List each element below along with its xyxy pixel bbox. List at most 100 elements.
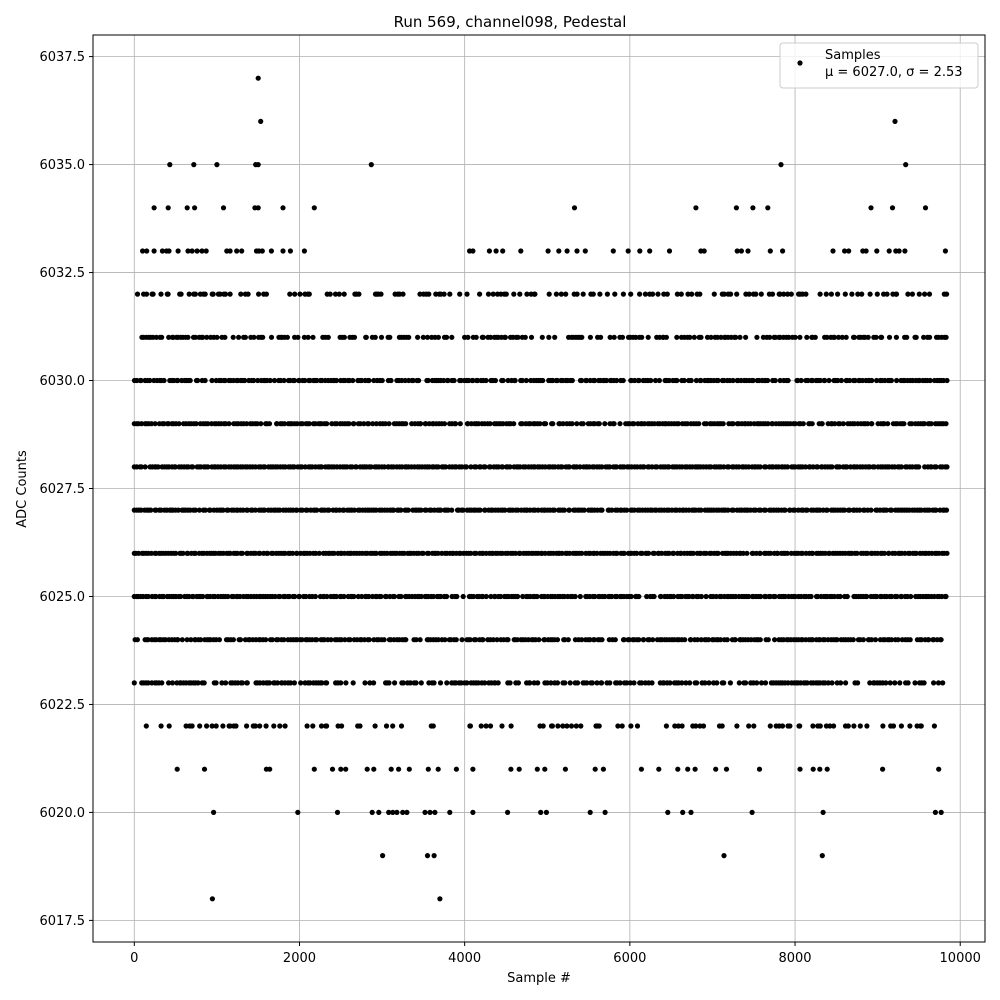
data-point (888, 637, 895, 643)
data-point (696, 421, 702, 427)
data-point (872, 637, 879, 643)
data-point (750, 377, 756, 384)
data-point (909, 421, 915, 427)
data-point (560, 723, 566, 729)
data-point (453, 637, 459, 643)
data-point (505, 637, 511, 643)
data-point (723, 766, 730, 772)
data-point (758, 507, 764, 513)
data-point (767, 334, 773, 340)
data-point (642, 291, 649, 297)
data-point (259, 248, 265, 254)
data-point (205, 421, 211, 427)
data-point (148, 421, 155, 427)
data-point (281, 377, 287, 384)
data-point (922, 205, 929, 211)
data-point (213, 680, 219, 686)
data-point (886, 334, 893, 340)
data-point (350, 377, 356, 384)
data-point (507, 680, 513, 686)
data-point (693, 205, 699, 211)
data-point (159, 248, 165, 254)
data-point (784, 550, 790, 556)
data-point (373, 421, 379, 427)
data-point (746, 291, 752, 297)
data-point (195, 680, 201, 686)
data-point (804, 680, 810, 686)
data-point (873, 334, 879, 340)
data-point (336, 291, 342, 297)
data-point (571, 205, 578, 211)
data-point (418, 507, 424, 513)
data-point (554, 637, 561, 643)
data-point (490, 291, 496, 297)
data-point (804, 507, 810, 513)
data-point (607, 464, 613, 470)
data-point (338, 680, 344, 686)
data-point (933, 464, 939, 470)
data-point (515, 334, 521, 340)
data-point (639, 334, 645, 340)
data-point (166, 723, 172, 729)
data-point (675, 766, 681, 772)
data-point (916, 291, 922, 297)
data-point (883, 507, 890, 513)
data-point (142, 464, 148, 470)
data-point (631, 680, 637, 686)
data-point (594, 680, 600, 686)
data-point (271, 377, 278, 384)
data-point (926, 637, 932, 643)
data-point (907, 723, 913, 729)
data-point (220, 723, 226, 729)
data-point (800, 421, 806, 427)
data-point (420, 334, 426, 340)
data-point (850, 637, 856, 643)
data-point (578, 723, 584, 729)
data-point (532, 291, 538, 297)
data-point (903, 162, 909, 168)
data-point (767, 723, 773, 729)
data-point (225, 507, 231, 513)
data-point (817, 766, 823, 772)
data-point (792, 334, 798, 340)
data-point (449, 507, 455, 513)
data-point (852, 377, 858, 384)
data-point (244, 421, 250, 427)
data-point (724, 637, 730, 643)
data-point (944, 464, 950, 470)
data-point (431, 680, 437, 686)
data-point (245, 291, 251, 297)
data-point (685, 291, 691, 297)
data-point (835, 291, 841, 297)
data-point (885, 421, 891, 427)
data-point (470, 377, 476, 384)
data-point (520, 593, 526, 600)
data-point (514, 637, 520, 643)
data-point (703, 593, 709, 600)
data-point (503, 291, 509, 297)
data-point (679, 680, 685, 686)
data-point (577, 593, 583, 600)
data-point (841, 507, 848, 513)
data-point (688, 809, 694, 816)
data-point (851, 334, 858, 340)
data-point (921, 680, 927, 686)
data-point (679, 723, 685, 729)
data-point (271, 723, 277, 729)
data-point (944, 377, 950, 384)
data-point (590, 291, 596, 297)
data-point (483, 723, 489, 729)
data-point (502, 334, 508, 340)
data-point (758, 593, 764, 600)
data-point (192, 291, 198, 297)
data-point (732, 637, 738, 643)
data-point (196, 507, 202, 513)
data-point (191, 162, 197, 168)
data-point (838, 377, 845, 384)
data-point (288, 680, 294, 686)
data-point (772, 377, 778, 384)
data-point (445, 377, 451, 384)
data-point (835, 377, 841, 384)
data-point (567, 680, 573, 686)
data-point (239, 248, 245, 254)
